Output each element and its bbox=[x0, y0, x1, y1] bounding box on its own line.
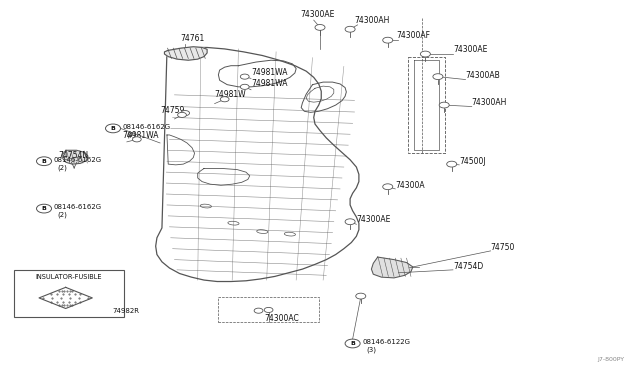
Polygon shape bbox=[164, 47, 207, 60]
Circle shape bbox=[383, 184, 393, 190]
Circle shape bbox=[345, 339, 360, 348]
Polygon shape bbox=[63, 150, 88, 164]
Circle shape bbox=[254, 308, 263, 313]
Circle shape bbox=[447, 161, 457, 167]
Circle shape bbox=[345, 26, 355, 32]
Text: B: B bbox=[42, 206, 47, 211]
Text: 74300AF: 74300AF bbox=[397, 31, 431, 40]
Text: 74300AE: 74300AE bbox=[356, 215, 391, 224]
Text: (2): (2) bbox=[58, 212, 68, 218]
Bar bbox=[218, 297, 319, 322]
Circle shape bbox=[36, 157, 52, 166]
Circle shape bbox=[383, 37, 393, 43]
Text: 08146-6162G: 08146-6162G bbox=[54, 157, 102, 163]
Circle shape bbox=[345, 219, 355, 225]
Text: (2): (2) bbox=[58, 164, 68, 171]
Text: 74982R: 74982R bbox=[113, 308, 140, 314]
Text: 74759: 74759 bbox=[160, 106, 184, 115]
Circle shape bbox=[106, 124, 120, 133]
Text: 74754N: 74754N bbox=[58, 151, 88, 160]
Text: 74981WA: 74981WA bbox=[122, 131, 159, 141]
Circle shape bbox=[433, 74, 443, 80]
Circle shape bbox=[264, 307, 273, 312]
Circle shape bbox=[132, 137, 141, 142]
Bar bbox=[14, 270, 124, 317]
Text: 74300AH: 74300AH bbox=[472, 97, 507, 106]
Text: 74981WA: 74981WA bbox=[251, 78, 287, 87]
Text: 08146-6162G: 08146-6162G bbox=[122, 124, 170, 130]
Polygon shape bbox=[371, 257, 413, 278]
Text: 74981WA: 74981WA bbox=[251, 68, 287, 77]
Text: 08146-6162G: 08146-6162G bbox=[54, 204, 102, 210]
Text: (3): (3) bbox=[367, 347, 376, 353]
Text: 74750: 74750 bbox=[491, 243, 515, 251]
Circle shape bbox=[180, 110, 189, 116]
Text: 74300A: 74300A bbox=[396, 181, 425, 190]
Circle shape bbox=[178, 112, 186, 118]
Text: INSULATOR-FUSIBLE: INSULATOR-FUSIBLE bbox=[36, 274, 102, 280]
Circle shape bbox=[241, 74, 249, 79]
Text: 74300AE: 74300AE bbox=[453, 45, 487, 54]
Text: (4): (4) bbox=[127, 132, 137, 138]
Text: 74500J: 74500J bbox=[460, 157, 486, 166]
Text: 74300AC: 74300AC bbox=[265, 314, 300, 323]
Text: 74761: 74761 bbox=[180, 34, 205, 43]
Text: 74300AE: 74300AE bbox=[300, 10, 334, 19]
Text: J7-800PY: J7-800PY bbox=[597, 357, 624, 362]
Circle shape bbox=[420, 51, 430, 57]
Circle shape bbox=[356, 293, 366, 299]
Text: B: B bbox=[350, 341, 355, 346]
Text: 74981W: 74981W bbox=[214, 90, 246, 99]
Text: 74300AH: 74300AH bbox=[355, 16, 390, 25]
Text: B: B bbox=[111, 126, 115, 131]
Circle shape bbox=[241, 84, 249, 89]
Circle shape bbox=[439, 102, 449, 108]
Text: B: B bbox=[42, 159, 47, 164]
Circle shape bbox=[36, 204, 52, 213]
Text: 08146-6122G: 08146-6122G bbox=[362, 339, 410, 345]
Text: 74754D: 74754D bbox=[453, 262, 483, 270]
Circle shape bbox=[220, 97, 229, 102]
Text: 74300AB: 74300AB bbox=[465, 71, 500, 80]
Circle shape bbox=[315, 25, 325, 31]
